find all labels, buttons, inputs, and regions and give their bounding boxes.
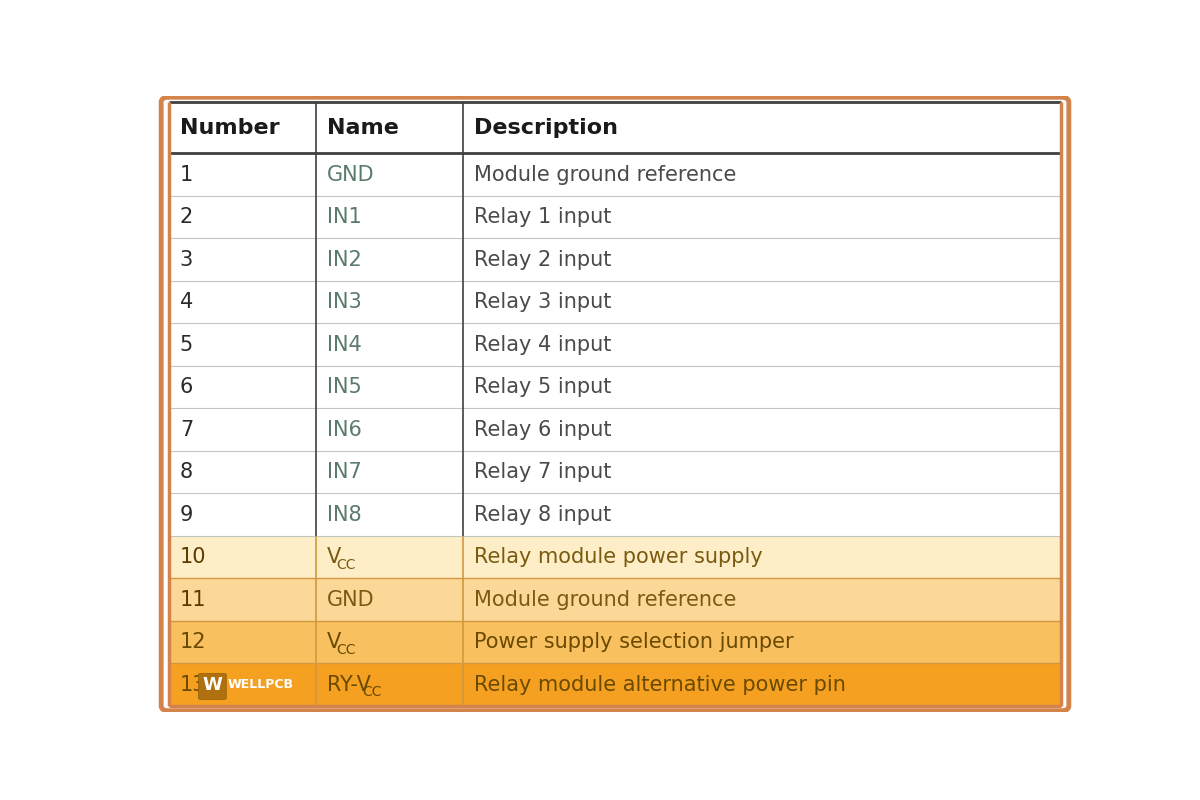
Bar bbox=[168, 281, 1061, 323]
Text: 8: 8 bbox=[180, 462, 193, 482]
FancyBboxPatch shape bbox=[198, 674, 227, 699]
Text: CC: CC bbox=[336, 558, 355, 572]
Text: W: W bbox=[203, 675, 222, 694]
Text: IN7: IN7 bbox=[328, 462, 362, 482]
Text: WELLPCB: WELLPCB bbox=[228, 678, 294, 691]
Text: RY-V: RY-V bbox=[328, 674, 371, 694]
Bar bbox=[168, 409, 1061, 451]
Text: Relay 7 input: Relay 7 input bbox=[474, 462, 612, 482]
Text: IN6: IN6 bbox=[328, 420, 362, 440]
Text: 3: 3 bbox=[180, 250, 193, 270]
Text: Relay 2 input: Relay 2 input bbox=[474, 250, 612, 270]
Text: 5: 5 bbox=[180, 334, 193, 354]
Text: IN3: IN3 bbox=[328, 292, 362, 312]
Text: V: V bbox=[328, 632, 341, 652]
Text: IN4: IN4 bbox=[328, 334, 362, 354]
Text: 10: 10 bbox=[180, 547, 206, 567]
Text: CC: CC bbox=[336, 642, 355, 657]
Text: Relay 6 input: Relay 6 input bbox=[474, 420, 612, 440]
Text: GND: GND bbox=[328, 590, 374, 610]
Text: IN8: IN8 bbox=[328, 505, 361, 525]
Bar bbox=[168, 238, 1061, 281]
Text: 6: 6 bbox=[180, 377, 193, 397]
Text: Relay module power supply: Relay module power supply bbox=[474, 547, 763, 567]
Text: Relay 1 input: Relay 1 input bbox=[474, 207, 612, 227]
Text: 12: 12 bbox=[180, 632, 206, 652]
Bar bbox=[168, 154, 1061, 196]
Bar bbox=[168, 663, 1061, 706]
Bar bbox=[168, 196, 1061, 238]
Text: Relay 3 input: Relay 3 input bbox=[474, 292, 612, 312]
Bar bbox=[168, 578, 1061, 621]
Bar bbox=[168, 451, 1061, 494]
Text: Number: Number bbox=[180, 118, 280, 138]
Text: Power supply selection jumper: Power supply selection jumper bbox=[474, 632, 794, 652]
Text: IN1: IN1 bbox=[328, 207, 362, 227]
Text: 4: 4 bbox=[180, 292, 193, 312]
Text: Module ground reference: Module ground reference bbox=[474, 590, 737, 610]
Text: Relay module alternative power pin: Relay module alternative power pin bbox=[474, 674, 846, 694]
Bar bbox=[168, 323, 1061, 366]
Text: 7: 7 bbox=[180, 420, 193, 440]
Text: Relay 5 input: Relay 5 input bbox=[474, 377, 612, 397]
Text: GND: GND bbox=[328, 165, 374, 185]
Text: CC: CC bbox=[362, 686, 382, 699]
Text: 13: 13 bbox=[180, 674, 206, 694]
Text: 11: 11 bbox=[180, 590, 206, 610]
Text: 1: 1 bbox=[180, 165, 193, 185]
Bar bbox=[168, 494, 1061, 536]
Text: 9: 9 bbox=[180, 505, 193, 525]
Text: 2: 2 bbox=[180, 207, 193, 227]
Bar bbox=[168, 366, 1061, 409]
Text: Relay 8 input: Relay 8 input bbox=[474, 505, 612, 525]
Bar bbox=[168, 536, 1061, 578]
Text: IN5: IN5 bbox=[328, 377, 362, 397]
Text: V: V bbox=[328, 547, 341, 567]
Bar bbox=[168, 621, 1061, 663]
Text: IN2: IN2 bbox=[328, 250, 362, 270]
Text: Name: Name bbox=[328, 118, 398, 138]
Text: Module ground reference: Module ground reference bbox=[474, 165, 737, 185]
Bar bbox=[168, 102, 1061, 154]
Text: Description: Description bbox=[474, 118, 618, 138]
Text: Relay 4 input: Relay 4 input bbox=[474, 334, 612, 354]
